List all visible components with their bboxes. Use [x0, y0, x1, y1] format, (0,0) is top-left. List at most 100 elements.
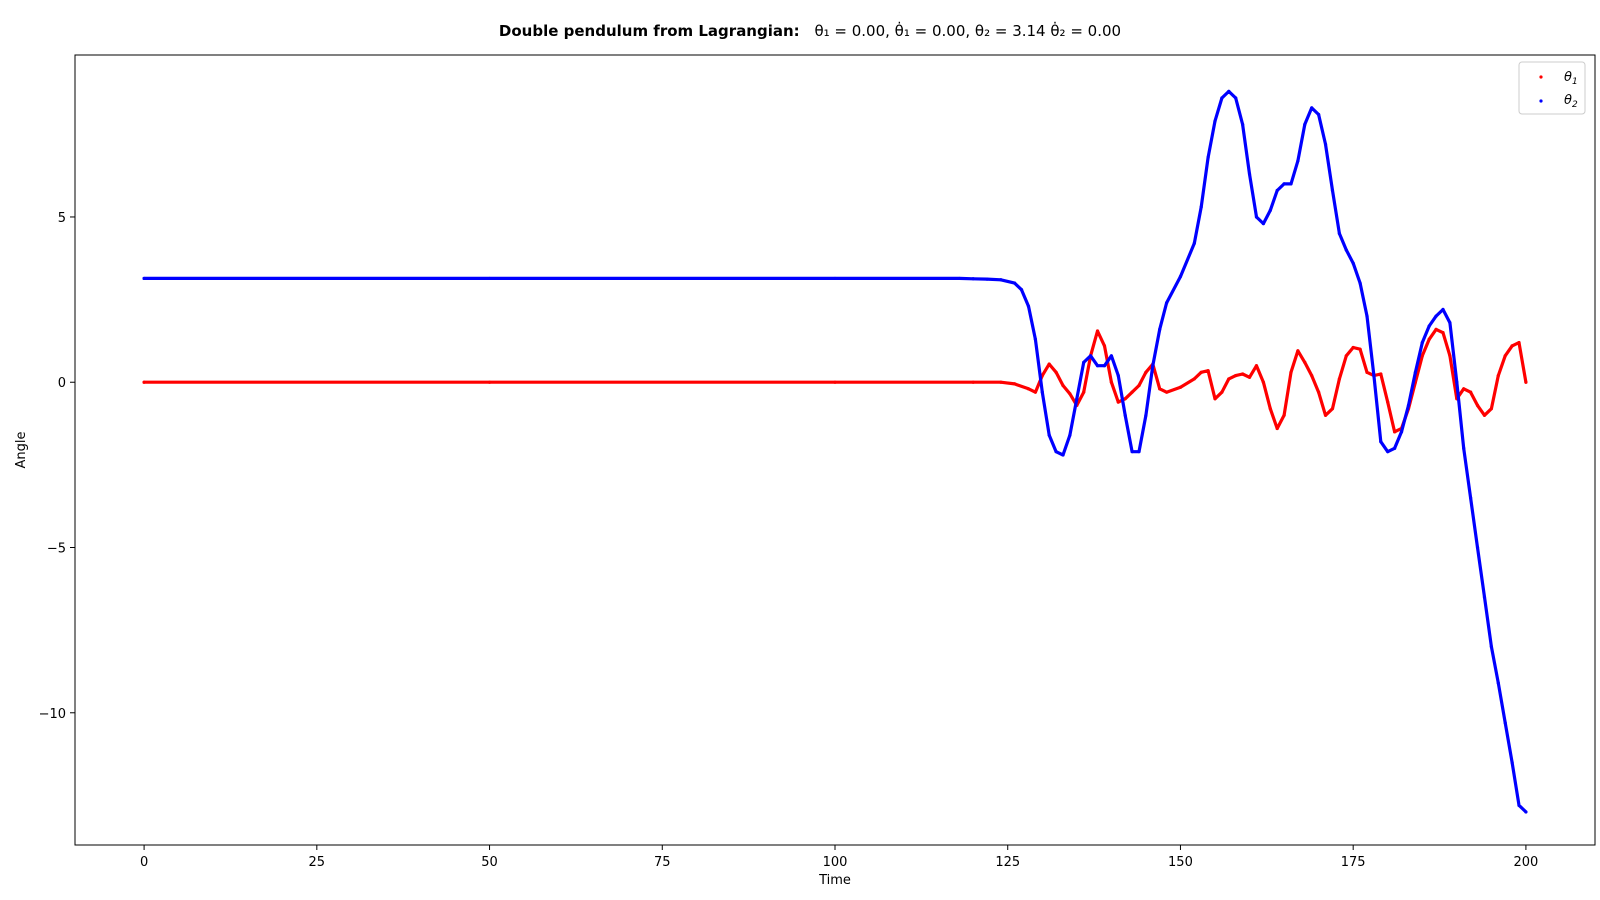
x-tick-label: 100	[823, 855, 848, 870]
data-point	[1510, 344, 1514, 348]
data-point	[1261, 221, 1265, 226]
data-point	[1047, 433, 1051, 437]
data-point	[1234, 374, 1238, 378]
data-point	[1033, 390, 1037, 394]
data-point	[1095, 329, 1100, 333]
legend-label-theta2-sub: 2	[1572, 100, 1578, 110]
data-point	[1019, 288, 1024, 292]
data-point	[1130, 450, 1134, 454]
data-point	[1462, 387, 1466, 391]
data-point	[1469, 496, 1473, 500]
data-point	[1351, 345, 1355, 350]
data-point	[1054, 450, 1058, 454]
data-point	[1213, 119, 1217, 123]
data-point	[1420, 340, 1424, 345]
data-point	[1227, 377, 1231, 381]
data-point	[1296, 159, 1300, 163]
y-tick-label: 0	[58, 376, 66, 391]
data-point	[1075, 397, 1079, 401]
series-theta2	[142, 89, 1528, 814]
x-axis-label: Time	[818, 873, 851, 888]
data-point	[1344, 248, 1348, 252]
data-point	[999, 380, 1003, 384]
data-point	[1379, 372, 1383, 376]
data-point	[1109, 380, 1113, 384]
data-point	[1330, 188, 1335, 193]
data-point	[1261, 380, 1265, 384]
data-point	[1144, 370, 1148, 374]
x-tick-label: 50	[481, 855, 498, 870]
legend-box	[1518, 61, 1586, 115]
x-tick-label: 125	[995, 855, 1020, 870]
data-point	[1082, 360, 1086, 365]
data-point	[1151, 364, 1155, 368]
data-point	[487, 380, 492, 384]
x-tick-label: 0	[140, 855, 148, 870]
data-point	[1517, 340, 1521, 345]
data-point	[1213, 397, 1217, 401]
data-point	[1524, 380, 1528, 384]
data-point	[1054, 370, 1058, 374]
data-point	[1268, 208, 1272, 212]
data-point	[999, 278, 1003, 282]
chart-title-main: Double pendulum from Lagrangian:	[499, 22, 800, 40]
data-point	[1275, 426, 1279, 431]
data-point	[1420, 354, 1424, 358]
data-point	[487, 276, 492, 281]
data-point	[1448, 321, 1452, 325]
y-tick-label: 5	[58, 211, 66, 226]
data-point	[1455, 380, 1459, 384]
data-point	[1427, 324, 1431, 328]
data-point	[1192, 241, 1196, 246]
data-point	[1192, 377, 1196, 381]
data-point	[1441, 331, 1445, 335]
data-point	[1026, 304, 1031, 308]
data-point	[1282, 413, 1286, 417]
data-point	[1158, 387, 1162, 391]
data-point	[1337, 231, 1341, 236]
data-point	[1379, 440, 1383, 444]
data-point	[1082, 390, 1086, 394]
series-trace	[142, 327, 1528, 434]
data-point	[142, 276, 146, 281]
data-point	[1517, 803, 1521, 807]
data-point	[1247, 375, 1252, 379]
data-point	[1337, 377, 1341, 381]
data-point	[1165, 301, 1169, 305]
data-point	[1310, 374, 1314, 378]
data-point	[1317, 390, 1321, 394]
data-point	[1496, 374, 1500, 378]
data-point	[1220, 390, 1224, 394]
data-point	[1372, 374, 1376, 378]
legend-marker-theta1	[1539, 75, 1543, 79]
data-point	[1241, 372, 1245, 376]
data-point	[1068, 392, 1072, 396]
legend-marker-theta2	[1539, 99, 1543, 103]
x-tick-label: 75	[654, 855, 671, 870]
data-point	[1061, 453, 1065, 457]
data-point	[1413, 370, 1417, 374]
data-point	[1482, 595, 1487, 599]
data-point	[1234, 96, 1238, 100]
data-point	[1165, 390, 1169, 394]
data-point	[142, 380, 146, 384]
data-point	[957, 276, 961, 281]
data-point	[971, 380, 975, 384]
data-point	[1344, 354, 1348, 358]
data-point	[1462, 446, 1466, 450]
data-point	[1102, 364, 1107, 368]
data-point	[1102, 344, 1107, 348]
data-point	[1365, 370, 1369, 374]
data-point	[1178, 274, 1183, 279]
data-point	[1503, 354, 1507, 358]
data-point	[1254, 364, 1259, 368]
data-point	[1275, 188, 1279, 193]
data-point	[1137, 383, 1141, 388]
series-trace	[142, 89, 1528, 814]
y-tick-label: −10	[39, 707, 66, 722]
data-point	[1033, 337, 1037, 341]
data-point	[1393, 446, 1397, 450]
chart-subtitle: θ₁ = 0.00, θ̇₁ = 0.00, θ₂ = 3.14 θ̇₂ = 0…	[814, 21, 1121, 40]
series-theta1	[142, 327, 1528, 434]
